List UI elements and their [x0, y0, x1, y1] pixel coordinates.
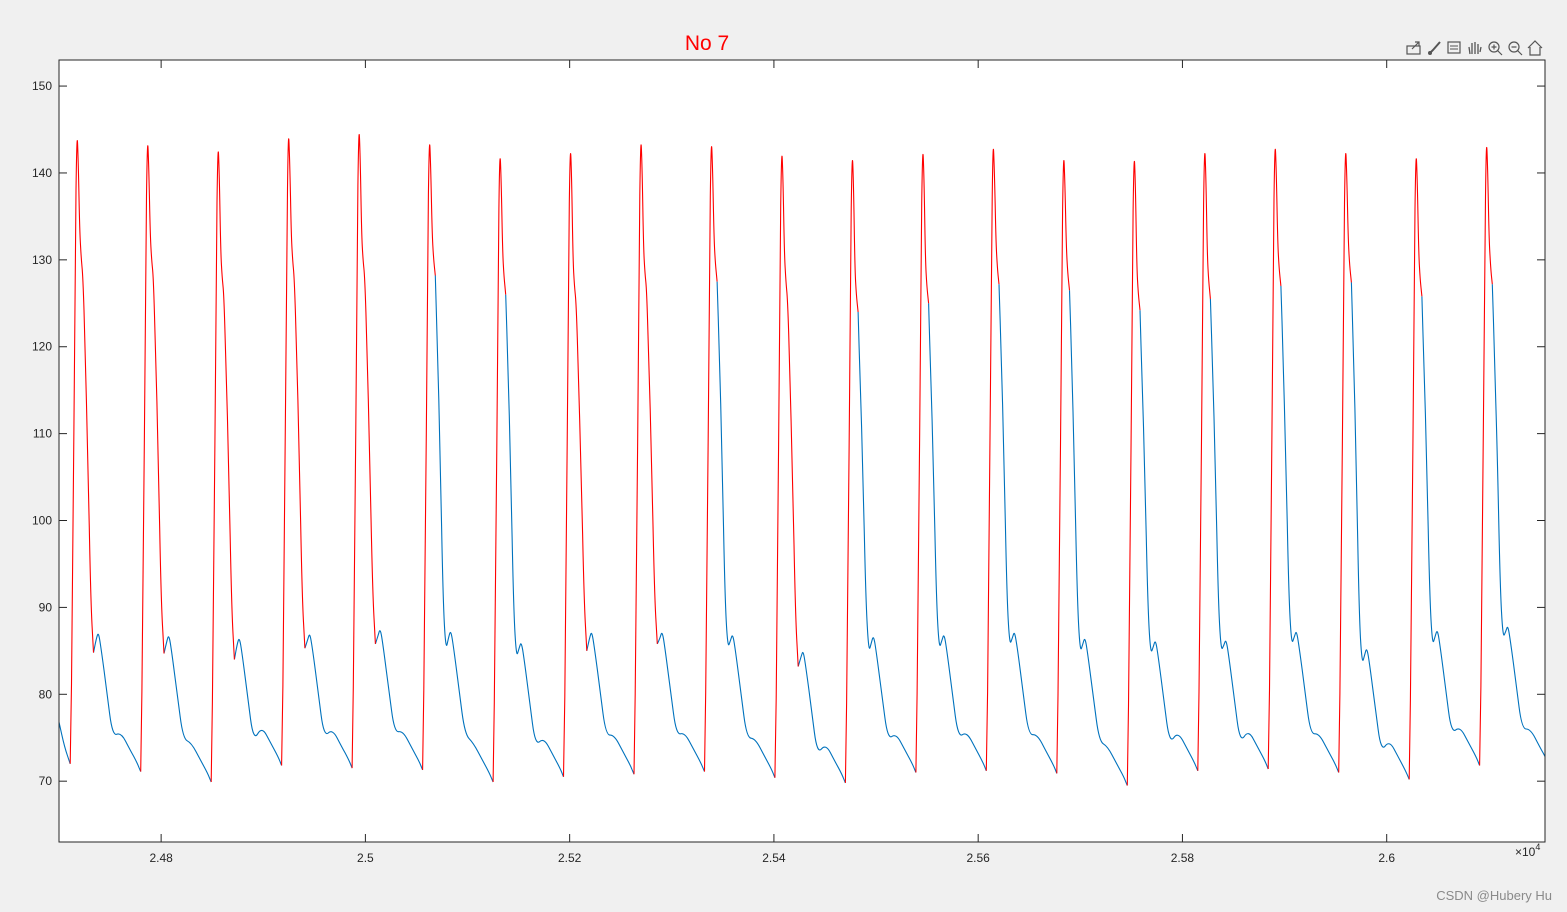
systolic-segment-red: [1338, 153, 1352, 773]
signal-line-blue: [1491, 284, 1545, 758]
x-tick-label: 2.5: [357, 851, 374, 865]
systolic-segment-red: [1197, 152, 1211, 771]
systolic-segment-red: [1126, 160, 1141, 786]
systolic-segment-red: [140, 145, 165, 772]
systolic-segment-red: [210, 151, 235, 783]
y-tick-label: 90: [39, 600, 53, 614]
y-tick-label: 120: [32, 340, 52, 354]
datatip-icon[interactable]: [1447, 41, 1461, 54]
systolic-segment-red: [844, 160, 859, 783]
plot-area[interactable]: [59, 60, 1545, 842]
x-tick-label: 2.6: [1378, 851, 1395, 865]
zoom-in-icon[interactable]: [1488, 41, 1503, 56]
systolic-segment-red: [69, 140, 95, 764]
signal-line-blue: [1139, 310, 1199, 772]
systolic-segment-red: [633, 144, 658, 775]
systolic-segment-red: [492, 158, 507, 783]
x-tick-label: 2.52: [558, 851, 582, 865]
axis-tick-labels: 2.48 2.5 2.52 2.54 2.56 2.58 2.6 70 80 90 100 110 12…: [32, 79, 1395, 865]
signal-line-blue: [92, 633, 142, 772]
signal-line-blue: [374, 630, 424, 771]
systolic-segment-red: [1408, 158, 1423, 780]
axis-ticks: [59, 60, 1545, 842]
signal-line-blue: [857, 311, 917, 773]
home-icon[interactable]: [1527, 40, 1543, 56]
signal-line-blue: [1209, 298, 1269, 770]
x-tick-label: 2.48: [149, 851, 173, 865]
signal-line-blue: [797, 651, 846, 784]
systolic-segment-red: [985, 148, 1000, 771]
signal-line-blue: [586, 632, 635, 775]
systolic-segment-red: [1479, 146, 1493, 766]
brush-icon[interactable]: [1428, 41, 1441, 55]
x-tick-label: 2.56: [966, 851, 990, 865]
x-tick-label: 2.54: [762, 851, 786, 865]
systolic-segment-red: [915, 153, 930, 773]
x-tick-label: 2.58: [1171, 851, 1195, 865]
axes-frame: [58, 59, 1546, 843]
systolic-segment-red: [1056, 159, 1071, 774]
y-tick-label: 150: [32, 79, 52, 93]
plot-lines: [59, 133, 1545, 786]
systolic-segment-red: [562, 153, 588, 777]
chart-title: No 7: [685, 32, 729, 55]
export-icon[interactable]: [1406, 41, 1421, 55]
signal-line-blue: [1350, 282, 1410, 780]
x-axis-exponent: ×104: [1515, 842, 1540, 859]
signal-line-blue: [163, 636, 212, 783]
signal-line-blue: [928, 303, 987, 771]
watermark: CSDN @Hubery Hu: [1436, 888, 1552, 903]
signal-line-blue: [1421, 296, 1481, 766]
systolic-segment-red: [281, 138, 306, 766]
signal-line-blue: [656, 632, 706, 772]
signal-line-blue: [434, 275, 494, 783]
signal-line-blue: [716, 281, 776, 778]
signal-line-blue: [1068, 290, 1128, 786]
systolic-segment-red: [422, 144, 436, 770]
y-tick-label: 100: [32, 514, 52, 528]
pan-icon[interactable]: [1468, 42, 1482, 55]
y-tick-label: 110: [33, 427, 52, 441]
systolic-segment-red: [774, 155, 799, 778]
signal-line-blue: [1280, 285, 1340, 773]
signal-line-blue: [505, 294, 565, 778]
signal-line-blue: [304, 634, 353, 769]
y-tick-label: 130: [32, 253, 52, 267]
axes-toolbar: [1406, 40, 1543, 56]
y-tick-label: 140: [32, 166, 52, 180]
signal-line-blue: [998, 284, 1058, 774]
systolic-segment-red: [351, 133, 376, 769]
signal-line-blue: [233, 638, 283, 766]
y-tick-label: 80: [39, 687, 53, 701]
zoom-out-icon[interactable]: [1508, 41, 1523, 56]
systolic-segment-red: [703, 146, 718, 772]
y-tick-label: 70: [39, 774, 53, 788]
systolic-segment-red: [1267, 148, 1282, 770]
